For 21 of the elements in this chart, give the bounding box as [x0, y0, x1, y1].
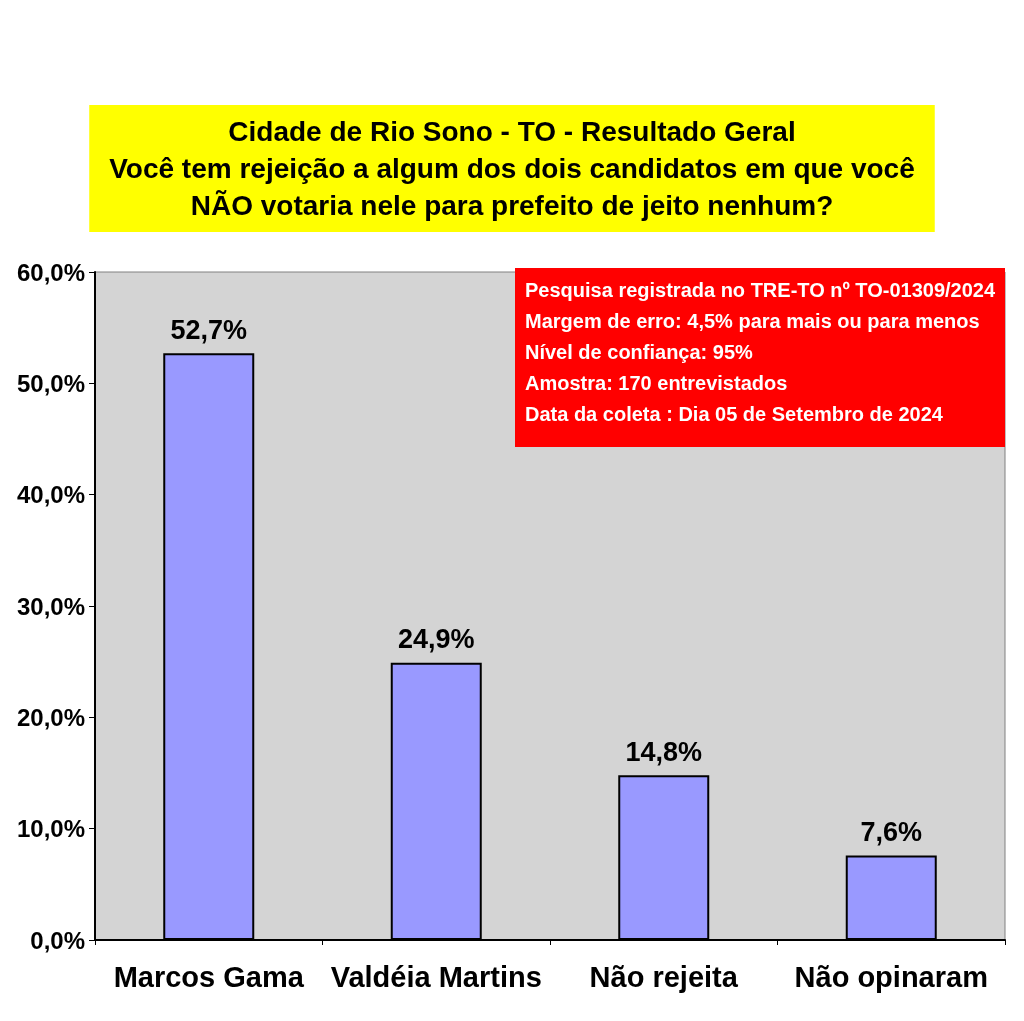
- data-label: 24,9%: [397, 624, 475, 655]
- annotation: Margem de erro: 4,5% para mais ou para menos: [525, 310, 980, 332]
- y-tick-label: 30,0%: [16, 592, 85, 620]
- y-tick-label: 50,0%: [16, 369, 85, 397]
- y-tick-label: 20,0%: [16, 703, 85, 731]
- annotation: Amostra: 170 entrevistados: [525, 372, 788, 394]
- data-label: 7,6%: [860, 816, 923, 847]
- x-tick-label: Não rejeita: [589, 960, 739, 993]
- y-tick-label: 0,0%: [30, 926, 85, 954]
- y-tick-label: 40,0%: [16, 481, 85, 509]
- y-tick-label: 10,0%: [16, 815, 85, 843]
- annotation: Data da coleta : Dia 05 de Setembro de 2024: [525, 403, 944, 425]
- x-tick-label: Valdéia Martins: [330, 960, 542, 993]
- x-tick-label: Não opinaram: [794, 960, 988, 993]
- y-tick-label: 60,0%: [16, 258, 85, 286]
- annotation: Nível de confiança: 95%: [525, 341, 754, 363]
- x-tick-label: Marcos Gama: [113, 960, 305, 993]
- data-label: 52,7%: [170, 314, 248, 345]
- chart-title: Cidade de Rio Sono - TO - Resultado Geral Você tem rejeição a algum dos dois candidatos em que você NÃO votaria nele para prefeito de jeito nenhum?: [109, 116, 915, 221]
- data-label: 14,8%: [625, 736, 703, 767]
- annotation: Pesquisa registrada no TRE-TO nº TO-01309/2024: [525, 279, 996, 301]
